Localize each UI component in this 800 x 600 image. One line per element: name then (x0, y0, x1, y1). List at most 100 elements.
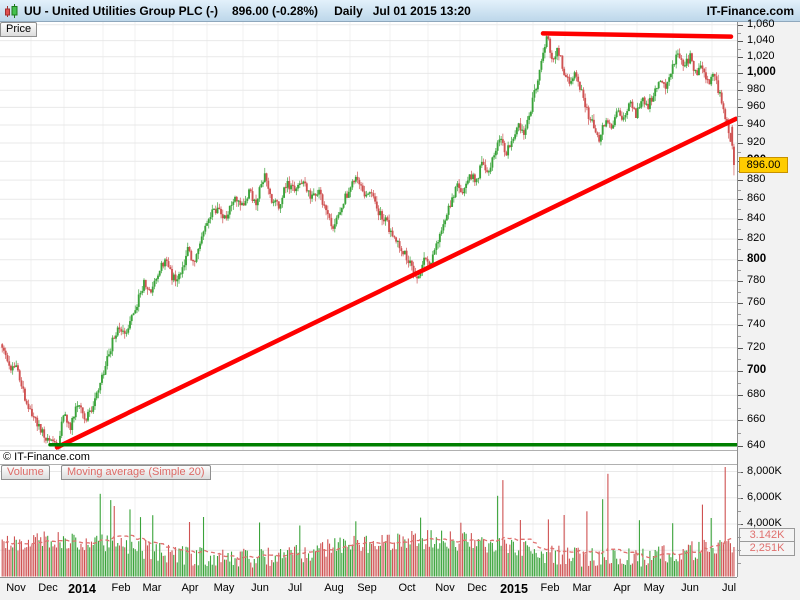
axis-tick (738, 209, 741, 210)
axis-tick (738, 25, 743, 26)
axis-tick (738, 249, 741, 250)
time-tick-label: Sep (357, 582, 377, 594)
axis-tick (738, 420, 743, 421)
timeframe-label: Daily (334, 3, 363, 18)
axis-divider (737, 22, 738, 577)
axis-tick (738, 348, 743, 349)
price-tick-label: 860 (747, 192, 766, 205)
axis-tick (738, 125, 743, 126)
price-tick-label: 940 (747, 118, 766, 131)
time-tick-label: Oct (398, 582, 416, 594)
axis-tick (738, 408, 741, 409)
axis-tick (738, 134, 741, 135)
axis-tick (738, 281, 743, 282)
axis-tick (738, 537, 741, 538)
axis-tick (738, 260, 743, 261)
rising-support-trendline[interactable] (54, 116, 737, 450)
volume-chart (0, 465, 737, 577)
price-tick-label: 760 (747, 295, 766, 308)
axis-tick (738, 152, 741, 153)
volume-axis[interactable]: 3.142K 2,251K 8,000K 6,000K 4,000K (738, 463, 800, 577)
axis-tick (738, 292, 741, 293)
time-tick-label: Aug (324, 582, 344, 594)
axis-tick (738, 336, 741, 337)
volume-bars (1, 467, 735, 577)
horizontal-resistance-line[interactable] (540, 31, 734, 39)
axis-tick (738, 524, 741, 525)
candlestick-logo-icon (5, 3, 18, 18)
price-tick-label: 980 (747, 83, 766, 96)
time-tick-label: Mar (142, 582, 162, 594)
price-tick-label: 780 (747, 273, 766, 286)
axis-tick (738, 199, 743, 200)
axis-tick (738, 190, 741, 191)
axis-tick (738, 395, 743, 396)
volume-tick-label: 8,000K (747, 464, 782, 477)
axis-tick (738, 446, 743, 447)
ma-value-marker: 3.142K (739, 528, 795, 544)
price-tick-label: 840 (747, 211, 766, 224)
price-tick-label: 1,060 (747, 17, 775, 30)
time-tick-label: Feb (540, 582, 560, 594)
axis-tick (738, 359, 741, 360)
axis-tick (738, 73, 743, 74)
axis-tick (738, 325, 743, 326)
axis-tick (738, 57, 743, 58)
price-tick-label: 1,000 (747, 66, 776, 79)
price-tick-label: 880 (747, 173, 766, 186)
axis-tick (738, 33, 741, 34)
axis-tick (738, 498, 741, 499)
time-tick-label: Dec (38, 582, 58, 594)
axis-tick (738, 550, 741, 551)
axis-tick (738, 472, 741, 473)
price-tick-label: 700 (747, 364, 767, 377)
time-tick-label: Nov (6, 582, 26, 594)
time-axis[interactable]: Nov Dec 2014 Feb Mar Apr May Jun Jul Aug Sep Oct Nov… (0, 577, 737, 600)
axis-tick (738, 239, 743, 240)
volume-pane-canvas[interactable] (0, 465, 737, 577)
time-tick-label: Jun (681, 582, 699, 594)
axis-tick (738, 433, 741, 434)
price-axis[interactable]: 640 660 680 700 720 740 760 780 800 820 840 860 880 9… (738, 18, 800, 463)
price-tick-label: 960 (747, 100, 766, 113)
datetime-label: Jul 01 2015 13:20 (372, 3, 471, 18)
axis-tick (738, 180, 743, 181)
price-tick-label: 1,020 (747, 49, 775, 62)
price-gridlines (0, 22, 737, 450)
axis-tick (738, 82, 741, 83)
axis-tick (738, 270, 741, 271)
copyright-text: © IT-Finance.com (0, 450, 740, 465)
title-bar: UU - United Utilities Group PLC (-) 896.… (0, 0, 800, 22)
price-tick-label: 640 (747, 439, 766, 451)
axis-tick (738, 314, 741, 315)
price-tick-label: 720 (747, 340, 766, 353)
axis-tick (738, 65, 741, 66)
axis-tick (738, 99, 741, 100)
volume-tick-label: 4,000K (747, 517, 782, 529)
last-quote: 896.00 (-0.28%) (232, 3, 319, 18)
brand-label: IT-Finance.com (706, 3, 794, 18)
tab-volume[interactable]: Volume (1, 465, 50, 480)
time-tick-label: Feb (111, 582, 131, 594)
axis-tick (738, 563, 741, 564)
axis-tick (738, 143, 743, 144)
axis-tick (738, 383, 741, 384)
price-chart (0, 22, 737, 450)
axis-tick (738, 511, 741, 512)
time-tick-label: 2015 (500, 582, 528, 596)
price-pane-canvas[interactable] (0, 22, 737, 450)
price-candles (1, 35, 735, 450)
trendlines (48, 31, 737, 450)
tab-price[interactable]: Price (0, 22, 38, 37)
volume-ma-line (5, 534, 735, 561)
time-tick-label: Dec (467, 582, 487, 594)
time-tick-label: Nov (435, 582, 455, 594)
volume-tick-label: 6,000K (747, 490, 782, 503)
price-tick-label: 920 (747, 135, 766, 148)
volume-value-marker: 2,251K (739, 540, 795, 556)
time-tick-label: Jun (251, 582, 269, 594)
symbol-title: UU - United Utilities Group PLC (-) (24, 3, 218, 18)
tab-moving-average[interactable]: Moving average (Simple 20) (61, 465, 211, 480)
time-tick-label: May (213, 582, 235, 594)
